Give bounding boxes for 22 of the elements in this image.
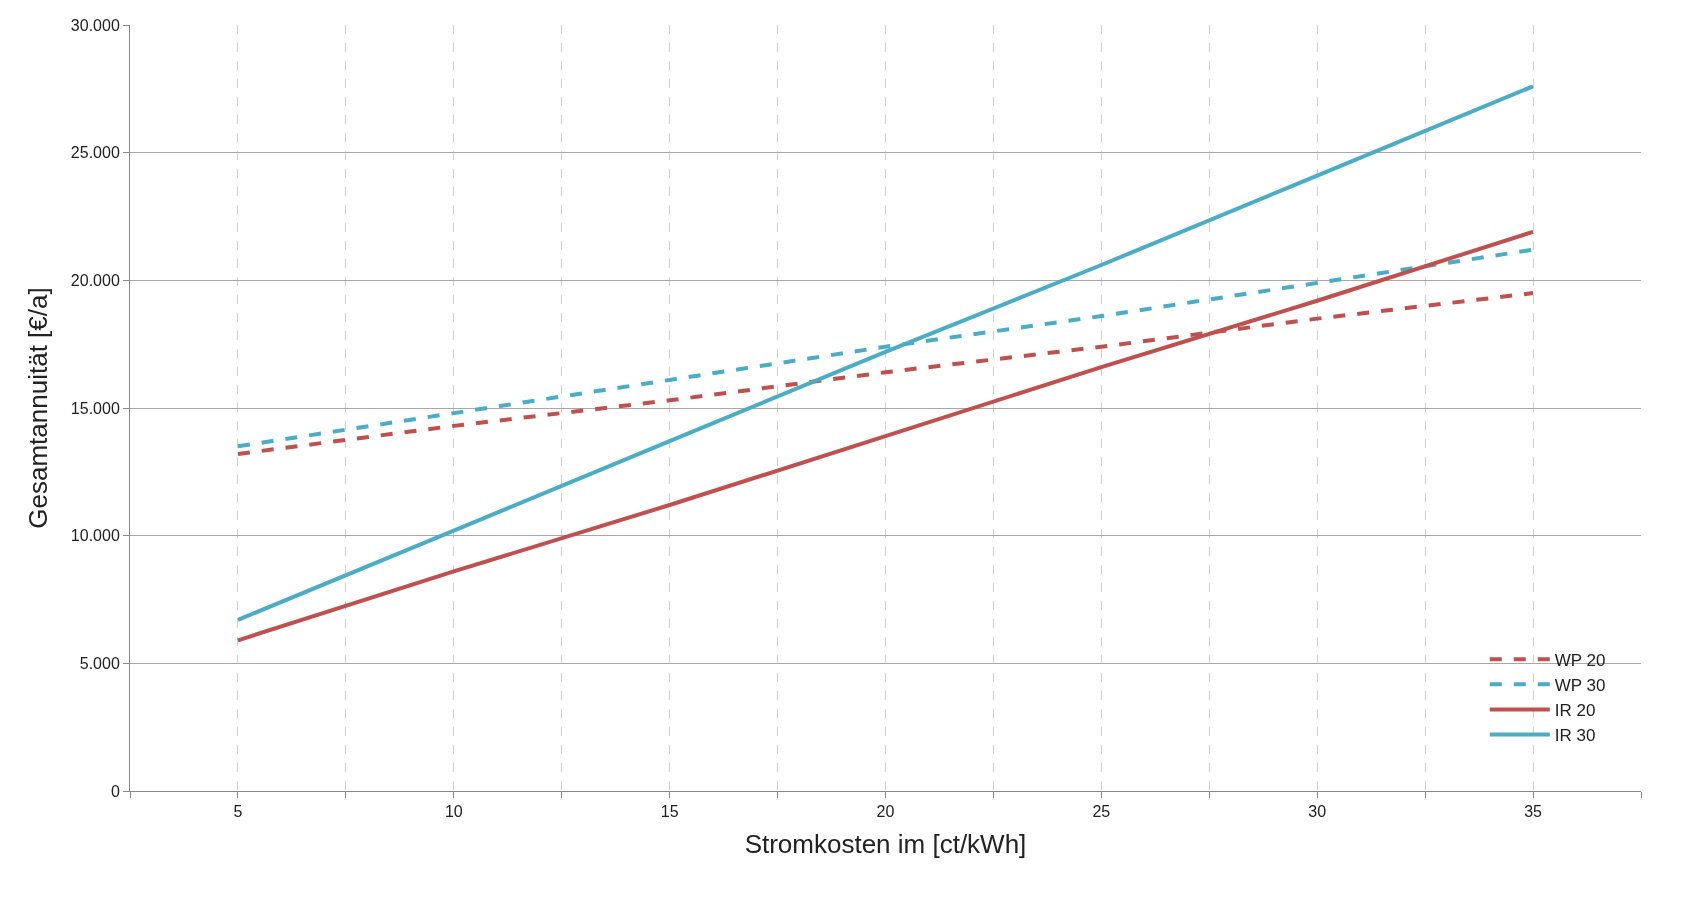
x-tick-label: 30 <box>1308 803 1327 821</box>
y-tick-label: 15.000 <box>70 399 120 417</box>
y-tick-label: 10.000 <box>70 527 120 545</box>
x-tick-label: 5 <box>233 803 243 821</box>
y-axis-title: Gesamtannuität [€/a] <box>23 287 54 529</box>
y-tick-label: 25.000 <box>70 144 120 162</box>
x-axis-title: Stromkosten im [ct/kWh] <box>744 828 1027 859</box>
legend-label: IR 30 <box>1554 726 1596 746</box>
x-tick-label: 15 <box>660 803 679 821</box>
y-tick-label: 5.000 <box>79 654 120 672</box>
line-series <box>235 84 1536 622</box>
y-tick-label: 30.000 <box>70 16 120 34</box>
line-series <box>235 229 1536 643</box>
legend-label: WP 20 <box>1554 650 1606 670</box>
x-tick-label: 35 <box>1524 803 1543 821</box>
y-tick-label: 0 <box>110 782 120 800</box>
x-tick-label: 10 <box>444 803 463 821</box>
legend-label: WP 30 <box>1554 675 1606 695</box>
x-tick-label: 20 <box>876 803 895 821</box>
y-tick-label: 20.000 <box>70 271 120 289</box>
x-tick-label: 25 <box>1092 803 1111 821</box>
legend-label: IR 20 <box>1554 701 1596 721</box>
